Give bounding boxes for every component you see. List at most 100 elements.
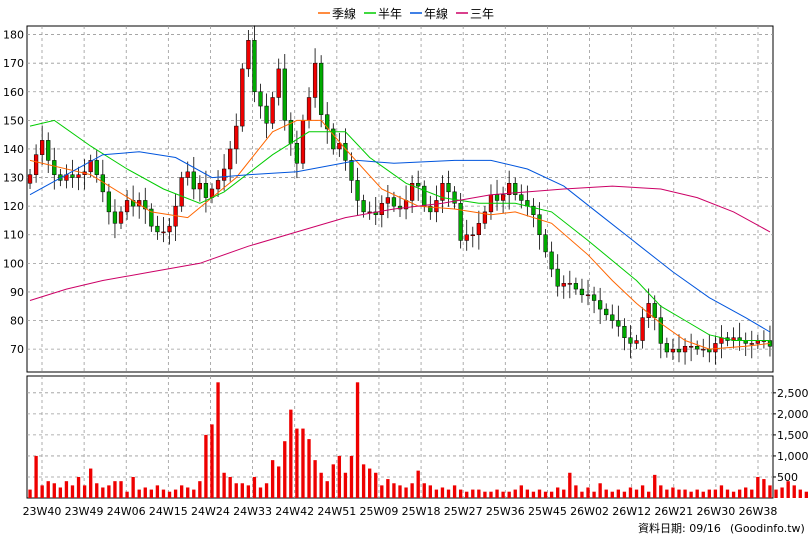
- legend-label: 三年: [470, 7, 494, 21]
- candle: [567, 270, 572, 299]
- x-tick-label: 24W51: [317, 505, 356, 518]
- volume-bar: [434, 489, 439, 498]
- candle: [282, 54, 287, 131]
- candle: [385, 184, 391, 219]
- volume-bar: [410, 483, 414, 498]
- candle: [143, 187, 148, 224]
- candle: [27, 168, 33, 189]
- volume-bar: [380, 485, 384, 498]
- candle: [664, 337, 669, 358]
- volume-bar: [246, 485, 251, 498]
- volume-bar: [222, 472, 226, 498]
- volume-bar: [562, 489, 566, 498]
- volume-bar: [313, 460, 317, 498]
- volume-bar: [568, 472, 572, 498]
- candle: [234, 113, 239, 164]
- candle: [464, 219, 469, 251]
- x-tick-label: 25W18: [402, 505, 441, 518]
- volume-bar: [89, 468, 93, 498]
- candle: [610, 304, 615, 329]
- legend-label: 半年: [378, 7, 402, 21]
- candle: [555, 254, 560, 297]
- candle: [361, 194, 366, 218]
- volume-bar: [701, 491, 705, 498]
- volume-bar: [531, 491, 536, 498]
- legend-item-1: 半年: [364, 7, 402, 21]
- volume-tick-label: 2,000: [777, 408, 808, 421]
- candle: [604, 303, 609, 321]
- legend-item-2: 年線: [410, 6, 448, 21]
- candle: [167, 218, 172, 245]
- y-tick-label: 150: [3, 114, 24, 127]
- volume-bar: [659, 485, 663, 498]
- candle: [695, 340, 700, 355]
- volume-bar: [780, 487, 784, 498]
- volume-bar: [640, 485, 645, 498]
- candle: [191, 156, 196, 200]
- volume-bar: [525, 489, 530, 498]
- candle: [591, 286, 597, 314]
- volume-bar: [173, 489, 178, 498]
- volume-bar: [143, 487, 147, 498]
- volume-bar: [76, 476, 81, 498]
- legend: 季線 半年 年線 三年: [318, 6, 494, 21]
- volume-bar: [374, 472, 378, 498]
- candle: [652, 295, 657, 331]
- candle: [52, 147, 57, 190]
- volume-bar: [131, 476, 135, 498]
- ma-line-三年: [29, 185, 771, 301]
- volume-bar: [186, 487, 190, 498]
- x-tick-label: 23W49: [65, 505, 104, 518]
- volume-bar: [634, 489, 639, 498]
- x-axis: 23W40 23W49 24W06 24W15 24W24 24W33 24W42 24W51…: [23, 505, 778, 518]
- volume-bar: [471, 489, 475, 498]
- candle: [682, 338, 688, 365]
- volume-bar: [210, 424, 214, 498]
- candle: [349, 152, 354, 193]
- volume-bar: [216, 382, 220, 498]
- volume-bar: [677, 489, 681, 498]
- candle: [300, 114, 306, 169]
- volume-bar: [70, 485, 75, 498]
- candle: [319, 55, 324, 128]
- footer-date: 資料日期: 09/16: [638, 521, 721, 535]
- y-tick-label: 110: [3, 229, 24, 242]
- candle: [94, 150, 99, 183]
- candle: [179, 171, 184, 212]
- candle: [118, 206, 124, 230]
- volume-bar: [161, 489, 166, 498]
- volume-bar: [416, 470, 420, 498]
- legend-item-0: 季線: [318, 6, 356, 21]
- x-tick-label: 25W36: [486, 505, 525, 518]
- volume-bar: [495, 489, 499, 498]
- volume-bar: [295, 428, 299, 498]
- volume-bar: [507, 491, 511, 498]
- volume-bar: [95, 483, 99, 498]
- volume-bar: [719, 485, 724, 498]
- candle: [476, 210, 481, 250]
- candle: [264, 93, 269, 139]
- candle: [240, 63, 245, 132]
- candle: [337, 132, 342, 157]
- volume-bar: [52, 483, 56, 498]
- candle: [428, 195, 433, 220]
- volume-bar: [756, 476, 760, 498]
- volume-bar: [762, 479, 766, 498]
- volume-panel: 500 1,000 1,500 2,000 2,500: [26, 375, 808, 499]
- volume-bar: [731, 491, 736, 498]
- legend-item-3: 三年: [456, 7, 494, 21]
- volume-bar: [192, 489, 196, 498]
- volume-bar: [501, 491, 505, 498]
- candle: [713, 335, 718, 365]
- volume-bar: [458, 489, 463, 498]
- volume-bar: [107, 485, 111, 498]
- volume-bar: [361, 464, 366, 498]
- volume-bar: [137, 489, 141, 498]
- candle: [33, 144, 39, 183]
- volume-bar: [331, 464, 335, 498]
- candle: [452, 186, 457, 210]
- x-tick-label: 26W12: [612, 505, 651, 518]
- volume-tick-label: 1,000: [777, 450, 808, 463]
- volume-bar: [34, 455, 38, 498]
- x-tick-label: 24W33: [233, 505, 272, 518]
